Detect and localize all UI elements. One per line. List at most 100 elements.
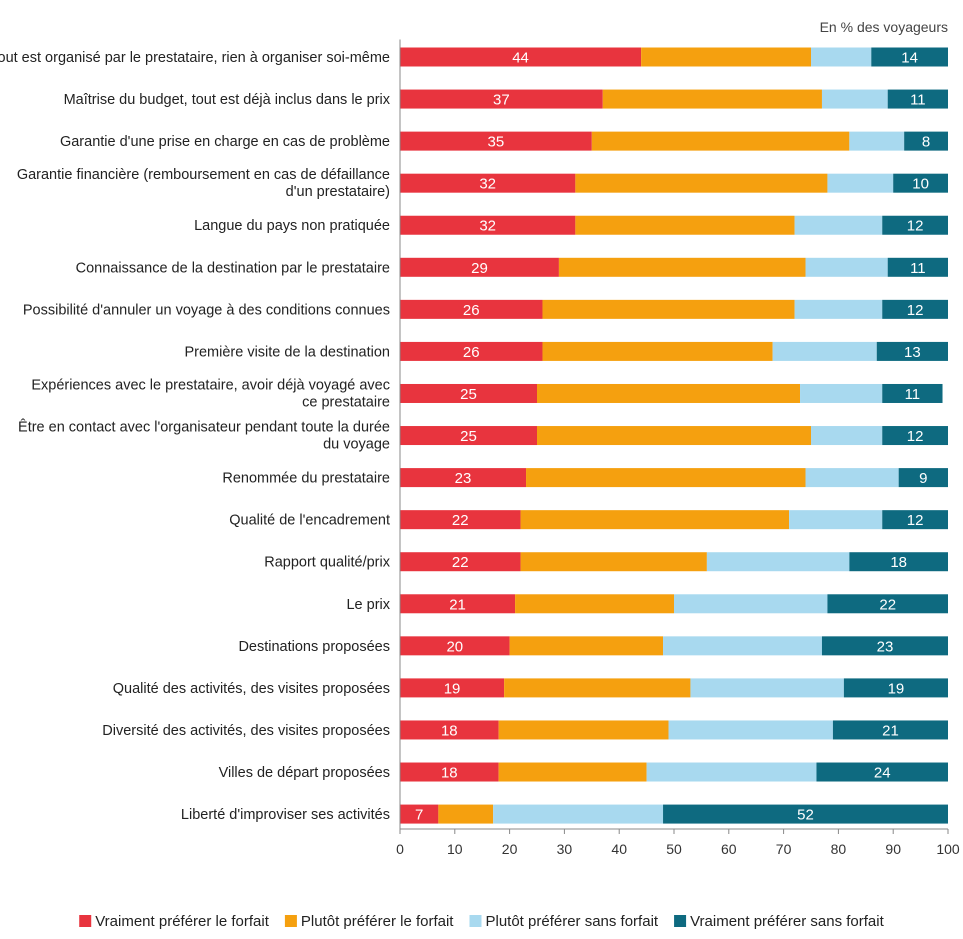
bar-segment: [646, 762, 817, 782]
x-tick-label: 80: [831, 841, 847, 857]
bar-segment: [504, 678, 691, 698]
bar-value-label: 22: [879, 596, 896, 613]
x-tick-label: 70: [776, 841, 792, 857]
bar-segment: [400, 720, 499, 740]
bar-value-label: 11: [910, 92, 926, 109]
x-tick-label: 60: [721, 841, 737, 857]
bar-segment: [816, 762, 948, 782]
bar-segment: [663, 636, 822, 656]
bar-segment: [400, 636, 510, 656]
bar-segment: [537, 383, 801, 403]
legend-swatch: [284, 915, 297, 927]
bar-segment: [400, 299, 543, 319]
category-label: Expériences avec le prestataire, avoir d…: [31, 377, 390, 410]
bar-segment: [602, 89, 822, 109]
bar-value-label: 26: [463, 302, 480, 319]
legend-swatch: [469, 915, 482, 927]
bar-segment: [668, 720, 833, 740]
bar-segment: [898, 468, 948, 488]
x-tick-label: 0: [396, 841, 404, 857]
bar-value-label: 52: [797, 807, 814, 824]
bar-value-label: 18: [441, 722, 458, 739]
bar-segment: [811, 47, 872, 67]
bar-segment: [805, 468, 899, 488]
bar-segment: [591, 131, 850, 151]
x-tick-label: 30: [557, 841, 573, 857]
bar-segment: [400, 510, 521, 530]
bar-segment: [400, 215, 576, 235]
bar-value-label: 9: [919, 470, 927, 487]
bar-segment: [400, 173, 576, 193]
bar-value-label: 32: [479, 218, 496, 235]
bar-value-label: 21: [449, 596, 466, 613]
bar-value-label: 23: [455, 470, 472, 487]
category-label: Liberté d'improviser ses activités: [181, 807, 390, 823]
bar-segment: [706, 552, 850, 572]
x-tick-label: 90: [885, 841, 901, 857]
bar-segment: [887, 89, 948, 109]
bar-segment: [575, 173, 828, 193]
bar-segment: [498, 720, 669, 740]
category-label: Langue du pays non pratiquée: [194, 218, 390, 234]
category-label: Qualité des activités, des visites propo…: [113, 681, 390, 697]
legend: Vraiment préférer le forfait Plutôt préfé…: [79, 913, 885, 930]
bar-segment: [887, 257, 948, 277]
legend-swatch: [79, 915, 92, 927]
bar-segment: [400, 804, 439, 824]
bar-segment: [772, 341, 877, 361]
bar-value-label: 12: [907, 218, 924, 235]
bar-segment: [904, 131, 948, 151]
category-label: Le prix: [346, 597, 390, 613]
bar-value-label: 12: [907, 512, 924, 529]
bar-value-label: 10: [912, 176, 929, 193]
bar-segment: [674, 594, 828, 614]
x-tick-label: 40: [611, 841, 627, 857]
legend-label: Plutôt préférer sans forfait: [485, 913, 658, 930]
category-label: Renommée du prestataire: [222, 471, 390, 487]
bar-value-label: 18: [441, 765, 458, 782]
legend-label: Plutôt préférer le forfait: [301, 913, 454, 930]
bar-segment: [520, 510, 790, 530]
category-label: Possibilité d'annuler un voyage à des co…: [23, 302, 390, 318]
bar-segment: [690, 678, 844, 698]
bar-segment: [882, 215, 948, 235]
bar-value-label: 7: [415, 807, 423, 824]
bar-segment: [893, 173, 948, 193]
bar-segment: [882, 299, 948, 319]
bar-segment: [400, 131, 592, 151]
bar-segment: [400, 594, 516, 614]
bar-value-label: 11: [910, 260, 926, 277]
category-label: Rapport qualité/prix: [264, 555, 390, 571]
legend-label: Vraiment préférer sans forfait: [690, 913, 885, 930]
x-tick-label: 50: [666, 841, 682, 857]
bar-segment: [882, 510, 948, 530]
bar-segment: [498, 762, 647, 782]
category-label: Destinations proposées: [238, 639, 390, 655]
bar-value-label: 26: [463, 344, 480, 361]
bar-value-label: 22: [452, 512, 469, 529]
bar-value-label: 13: [904, 344, 921, 361]
bar-segment: [663, 804, 948, 824]
bar-value-label: 19: [888, 680, 905, 697]
bar-segment: [849, 131, 905, 151]
bar-value-label: 37: [493, 92, 510, 109]
bar-segment: [821, 636, 948, 656]
category-labels: Tout est organisé par le prestataire, ri…: [0, 50, 391, 823]
bar-value-label: 32: [479, 176, 496, 193]
bar-segment: [575, 215, 795, 235]
bar-segment: [400, 257, 559, 277]
category-label: Tout est organisé par le prestataire, ri…: [0, 50, 390, 66]
bar-value-label: 25: [460, 428, 477, 445]
category-label: Garantie financière (remboursement en ca…: [17, 167, 390, 200]
legend-label: Vraiment préférer le forfait: [95, 913, 270, 930]
bar-segment: [827, 594, 948, 614]
bar-segment: [800, 383, 883, 403]
bar-segment: [558, 257, 806, 277]
unit-note: En % des voyageurs: [820, 19, 948, 35]
category-label: Garantie d'une prise en charge en cas de…: [60, 134, 390, 150]
bar-segment: [400, 341, 543, 361]
bar-segment: [400, 678, 505, 698]
category-label: Villes de départ proposées: [219, 765, 390, 781]
